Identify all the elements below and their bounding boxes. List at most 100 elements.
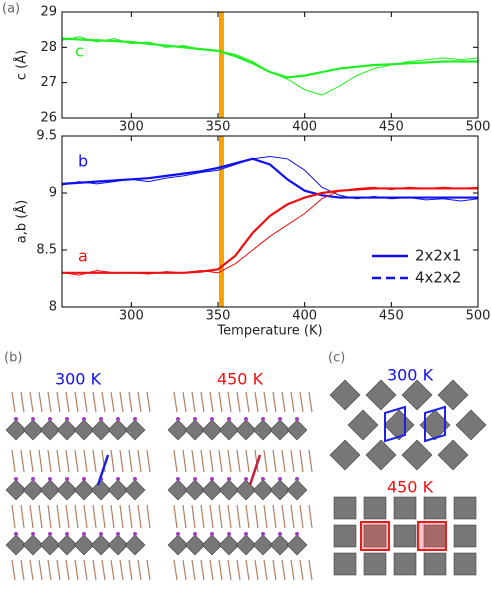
atom (31, 417, 35, 421)
organic-molecule (227, 504, 232, 529)
atom (82, 532, 86, 536)
fit-line (62, 187, 478, 274)
octahedron (363, 552, 387, 576)
organic-molecule (200, 391, 205, 413)
atom (31, 477, 35, 481)
organic-molecule (173, 504, 178, 529)
panel-label: (b) (4, 351, 22, 366)
organic-molecule (182, 559, 187, 581)
organic-molecule (38, 559, 43, 581)
atom (227, 417, 231, 421)
atom (244, 417, 248, 421)
octahedron (363, 524, 387, 548)
octahedron (124, 479, 146, 501)
legend-label: 2x2x1 (415, 247, 461, 265)
organic-molecule (65, 449, 70, 473)
y-tick-label: 29 (40, 5, 57, 20)
octahedron (201, 479, 223, 501)
atom (82, 477, 86, 481)
organic-molecule (281, 391, 286, 413)
organic-molecule (191, 559, 196, 581)
x-axis-label: Temperature (K) (216, 324, 322, 339)
organic-molecule (47, 504, 52, 529)
atom (227, 477, 231, 481)
octahedron (365, 379, 397, 411)
organic-molecule (29, 391, 34, 413)
organic-molecule (74, 391, 79, 413)
atom (176, 477, 180, 481)
x-tick-label: 350 (206, 120, 231, 135)
octahedron (5, 534, 27, 556)
organic-molecule (137, 391, 142, 413)
octahedron (56, 419, 78, 441)
organic-molecule (74, 504, 79, 529)
organic-molecule (182, 449, 187, 473)
atom (193, 417, 197, 421)
organic-molecule (200, 449, 205, 473)
organic-molecule (200, 559, 205, 581)
organic-molecule (38, 449, 43, 473)
organic-molecule (47, 449, 52, 473)
organic-molecule (209, 504, 214, 529)
y-axis-label: c (Å) (14, 50, 30, 80)
organic-molecule (65, 391, 70, 413)
fit-line (61, 37, 478, 79)
octahedron (107, 534, 129, 556)
octahedron (252, 534, 274, 556)
unit-cell (417, 521, 447, 551)
octahedron (22, 534, 44, 556)
organic-molecule (47, 391, 52, 413)
octahedron (5, 479, 27, 501)
atom (278, 417, 282, 421)
unit-cell (360, 521, 390, 551)
octahedron (39, 419, 61, 441)
organic-molecule (65, 559, 70, 581)
organic-molecule (119, 449, 124, 473)
octahedron (73, 534, 95, 556)
organic-molecule (38, 391, 43, 413)
organic-molecule (128, 504, 133, 529)
organic-molecule (236, 559, 241, 581)
organic-molecule (137, 504, 142, 529)
organic-molecule (254, 504, 259, 529)
octahedron (107, 479, 129, 501)
organic-molecule (191, 449, 196, 473)
organic-molecule (191, 391, 196, 413)
atom (65, 417, 69, 421)
series-label: a (78, 247, 88, 266)
panel-label: (c) (328, 351, 345, 366)
octahedron (167, 534, 189, 556)
organic-molecule (209, 559, 214, 581)
organic-molecule (110, 449, 115, 473)
organic-molecule (29, 559, 34, 581)
organic-molecule (146, 391, 151, 413)
octahedron (329, 439, 361, 471)
organic-molecule (272, 504, 277, 529)
atom (210, 477, 214, 481)
atom (65, 532, 69, 536)
x-tick-label: 450 (379, 120, 404, 135)
organic-molecule (11, 559, 16, 581)
x-tick-label: 400 (292, 309, 317, 324)
atom (99, 417, 103, 421)
atom (278, 532, 282, 536)
octahedron (333, 524, 357, 548)
octahedron (393, 496, 417, 520)
octahedron (252, 479, 274, 501)
octahedron (453, 552, 477, 576)
octahedron (235, 534, 257, 556)
organic-molecule (245, 449, 250, 473)
organic-molecule (110, 391, 115, 413)
y-tick-label: 8 (49, 300, 57, 315)
atom (295, 477, 299, 481)
octahedron (73, 479, 95, 501)
octahedron (269, 534, 291, 556)
atom (193, 532, 197, 536)
octahedron (56, 534, 78, 556)
organic-molecule (56, 504, 61, 529)
structure-label: 300 K (55, 370, 102, 389)
series-label: b (78, 152, 88, 171)
octahedron (286, 479, 308, 501)
octahedron (107, 419, 129, 441)
